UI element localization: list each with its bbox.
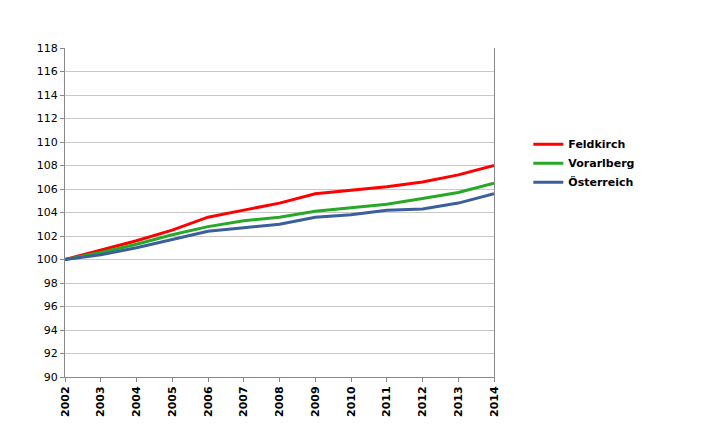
svg-text:100: 100 bbox=[37, 253, 58, 266]
svg-text:Vorarlberg: Vorarlberg bbox=[568, 157, 634, 170]
svg-text:98: 98 bbox=[44, 277, 58, 290]
svg-text:Österreich: Österreich bbox=[568, 175, 633, 189]
svg-text:2002: 2002 bbox=[59, 386, 72, 417]
svg-text:2013: 2013 bbox=[452, 386, 465, 417]
svg-text:Feldkirch: Feldkirch bbox=[568, 138, 625, 151]
svg-text:92: 92 bbox=[44, 347, 58, 360]
svg-text:112: 112 bbox=[37, 112, 58, 125]
svg-text:114: 114 bbox=[37, 89, 58, 102]
svg-text:2012: 2012 bbox=[416, 386, 429, 417]
svg-text:2005: 2005 bbox=[166, 386, 179, 417]
svg-text:108: 108 bbox=[37, 159, 58, 172]
svg-text:96: 96 bbox=[44, 300, 58, 313]
svg-text:106: 106 bbox=[37, 183, 58, 196]
svg-text:2004: 2004 bbox=[130, 386, 143, 417]
svg-text:118: 118 bbox=[37, 42, 58, 55]
svg-text:90: 90 bbox=[44, 371, 58, 384]
svg-text:2008: 2008 bbox=[273, 386, 286, 417]
svg-text:94: 94 bbox=[44, 324, 58, 337]
svg-text:116: 116 bbox=[37, 65, 58, 78]
svg-text:2010: 2010 bbox=[345, 386, 358, 417]
svg-text:2009: 2009 bbox=[309, 386, 322, 417]
svg-text:2003: 2003 bbox=[94, 386, 107, 417]
svg-text:2006: 2006 bbox=[202, 386, 215, 417]
svg-text:104: 104 bbox=[37, 206, 58, 219]
svg-text:110: 110 bbox=[37, 136, 58, 149]
svg-text:2011: 2011 bbox=[380, 386, 393, 417]
svg-text:2014: 2014 bbox=[488, 386, 501, 417]
svg-text:102: 102 bbox=[37, 230, 58, 243]
svg-text:2007: 2007 bbox=[237, 386, 250, 417]
